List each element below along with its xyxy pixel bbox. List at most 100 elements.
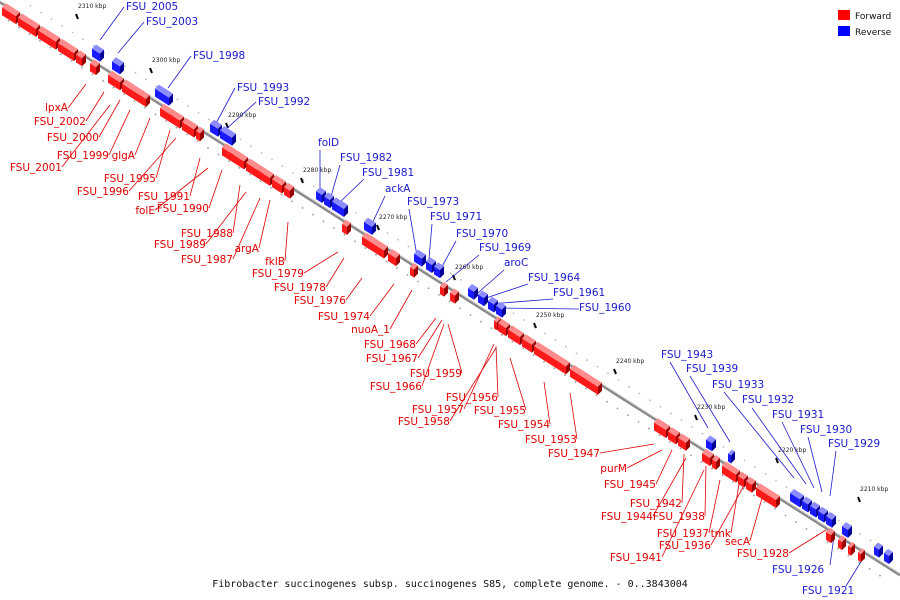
gene-label-fsu-1931[interactable]: FSU_1931 (772, 409, 824, 421)
gene-label-fsu-2005[interactable]: FSU_2005 (126, 1, 178, 13)
gene-label-fsu-1954[interactable]: FSU_1954 (498, 419, 550, 431)
gene-label-fsu-1960[interactable]: FSU_1960 (579, 302, 631, 314)
tick-mark (857, 496, 861, 503)
gene-label-fsu-1973[interactable]: FSU_1973 (407, 196, 459, 208)
marker-dot (774, 507, 776, 510)
forward-gene-arrow (228, 147, 248, 170)
gene-label-fsu-2001[interactable]: FSU_2001 (10, 162, 62, 174)
marker-dot (670, 412, 672, 415)
leader-line (509, 357, 527, 411)
marker-dot (523, 319, 525, 321)
gene-label-fsu-1981[interactable]: FSU_1981 (362, 167, 414, 179)
gene-label-lpxa[interactable]: lpxA (45, 102, 69, 114)
leader-line (730, 477, 741, 534)
gene-label-fsu-1926[interactable]: FSU_1926 (772, 564, 824, 576)
marker-dot (61, 24, 63, 27)
gene-label-nuoa-1[interactable]: nuoA_1 (351, 324, 390, 336)
gene-label-fold[interactable]: folD (318, 137, 339, 149)
tick-label: 2300 kbp (152, 57, 180, 64)
leader-line (108, 109, 131, 156)
gene-side (422, 254, 426, 267)
gene-label-acka[interactable]: ackA (385, 183, 411, 195)
gene-label-fsu-1968[interactable]: FSU_1968 (364, 339, 416, 351)
tick-mark (533, 322, 537, 329)
gene-label-fsu-1953[interactable]: FSU_1953 (525, 434, 577, 446)
marker-dot (690, 454, 692, 457)
gene-face (810, 505, 816, 518)
gene-label-fsu-2002[interactable]: FSU_2002 (34, 116, 86, 128)
gene-top (182, 117, 198, 130)
gene-top (38, 26, 60, 42)
gene-label-fsu-1992[interactable]: FSU_1992 (258, 96, 310, 108)
gene-label-purm[interactable]: purM (600, 463, 627, 475)
gene-label-fsu-1936[interactable]: FSU_1936 (659, 540, 711, 552)
gene-label-fsu-1976[interactable]: FSU_1976 (294, 295, 346, 307)
gene-label-fsu-1988[interactable]: FSU_1988 (181, 228, 233, 240)
gene-label-fsu-1967[interactable]: FSU_1967 (366, 353, 418, 365)
marker-dot (459, 307, 461, 310)
gene-side (347, 222, 351, 235)
gene-label-fsu-1958[interactable]: FSU_1958 (398, 416, 450, 428)
gene-label-fsu-1932[interactable]: FSU_1932 (742, 394, 794, 406)
gene-label-aroc[interactable]: aroC (504, 257, 528, 269)
gene-label-fsu-1937[interactable]: FSU_1937 (657, 528, 709, 540)
forward-gene-arrow (58, 38, 78, 62)
gene-label-fsu-1995[interactable]: FSU_1995 (104, 173, 156, 185)
gene-label-fsu-1982[interactable]: FSU_1982 (340, 152, 392, 164)
gene-label-fsu-1945[interactable]: FSU_1945 (604, 479, 656, 491)
gene-label-fsu-1959[interactable]: FSU_1959 (410, 368, 462, 380)
gene-label-arga[interactable]: argA (235, 243, 260, 255)
gene-label-fklb[interactable]: fklB (265, 256, 285, 268)
gene-label-fsu-1970[interactable]: FSU_1970 (456, 228, 508, 240)
gene-label-fsu-1939[interactable]: FSU_1939 (686, 363, 738, 375)
gene-label-fsu-1961[interactable]: FSU_1961 (553, 287, 605, 299)
gene-label-fsu-1941[interactable]: FSU_1941 (610, 552, 662, 564)
forward-gene-arrow (534, 341, 570, 375)
gene-top (246, 158, 262, 171)
gene-label-fsu-1930[interactable]: FSU_1930 (800, 424, 852, 436)
gene-label-fsu-1947[interactable]: FSU_1947 (548, 448, 600, 460)
gene-label-tmk[interactable]: tmk (711, 528, 732, 540)
gene-label-seca[interactable]: secA (725, 536, 751, 548)
gene-label-fsu-1933[interactable]: FSU_1933 (712, 379, 764, 391)
gene-label-fole[interactable]: folE (135, 205, 155, 217)
marker-dot (859, 532, 861, 535)
reverse-gene-arrow (414, 249, 426, 267)
gene-label-fsu-1938[interactable]: FSU_1938 (653, 511, 705, 523)
gene-label-fsu-2003[interactable]: FSU_2003 (146, 16, 198, 28)
gene-side (879, 545, 883, 558)
gene-label-fsu-1998[interactable]: FSU_1998 (193, 50, 245, 62)
gene-label-fsu-1974[interactable]: FSU_1974 (318, 311, 370, 323)
gene-label-fsu-1987[interactable]: FSU_1987 (181, 254, 233, 266)
gene-label-fsu-1943[interactable]: FSU_1943 (661, 349, 713, 361)
gene-label-fsu-1979[interactable]: FSU_1979 (252, 268, 304, 280)
leader-line (155, 129, 171, 179)
gene-label-fsu-1944[interactable]: FSU_1944 (601, 511, 653, 523)
gene-face (818, 510, 824, 523)
gene-label-fsu-1928[interactable]: FSU_1928 (737, 548, 789, 560)
gene-label-fsu-1966[interactable]: FSU_1966 (370, 381, 422, 393)
gene-label-fsu-1989[interactable]: FSU_1989 (154, 239, 206, 251)
gene-label-fsu-1929[interactable]: FSU_1929 (828, 438, 880, 450)
gene-label-fsu-1964[interactable]: FSU_1964 (528, 272, 580, 284)
gene-label-fsu-1978[interactable]: FSU_1978 (274, 282, 326, 294)
gene-label-fsu-1999[interactable]: FSU_1999 (57, 150, 109, 162)
gene-label-fsu-1942[interactable]: FSU_1942 (630, 498, 682, 510)
gene-label-fsu-1993[interactable]: FSU_1993 (237, 82, 289, 94)
gene-label-fsu-1957[interactable]: FSU_1957 (412, 404, 464, 416)
gene-label-glga[interactable]: glgA (112, 150, 136, 162)
gene-face (426, 261, 432, 274)
leader-line (661, 469, 705, 558)
leader-line (417, 319, 443, 359)
tick-label: 2280 kbp (303, 167, 331, 174)
gene-label-fsu-1921[interactable]: FSU_1921 (802, 585, 854, 597)
gene-label-fsu-2000[interactable]: FSU_2000 (47, 132, 99, 144)
gene-label-fsu-1996[interactable]: FSU_1996 (77, 186, 129, 198)
gene-label-fsu-1991[interactable]: FSU_1991 (138, 191, 190, 203)
gene-label-fsu-1956[interactable]: FSU_1956 (446, 392, 498, 404)
gene-label-fsu-1955[interactable]: FSU_1955 (474, 405, 526, 417)
gene-label-fsu-1971[interactable]: FSU_1971 (430, 211, 482, 223)
gene-label-fsu-1969[interactable]: FSU_1969 (479, 242, 531, 254)
marker-dot (292, 172, 294, 174)
gene-label-fsu-1990[interactable]: FSU_1990 (157, 203, 209, 215)
